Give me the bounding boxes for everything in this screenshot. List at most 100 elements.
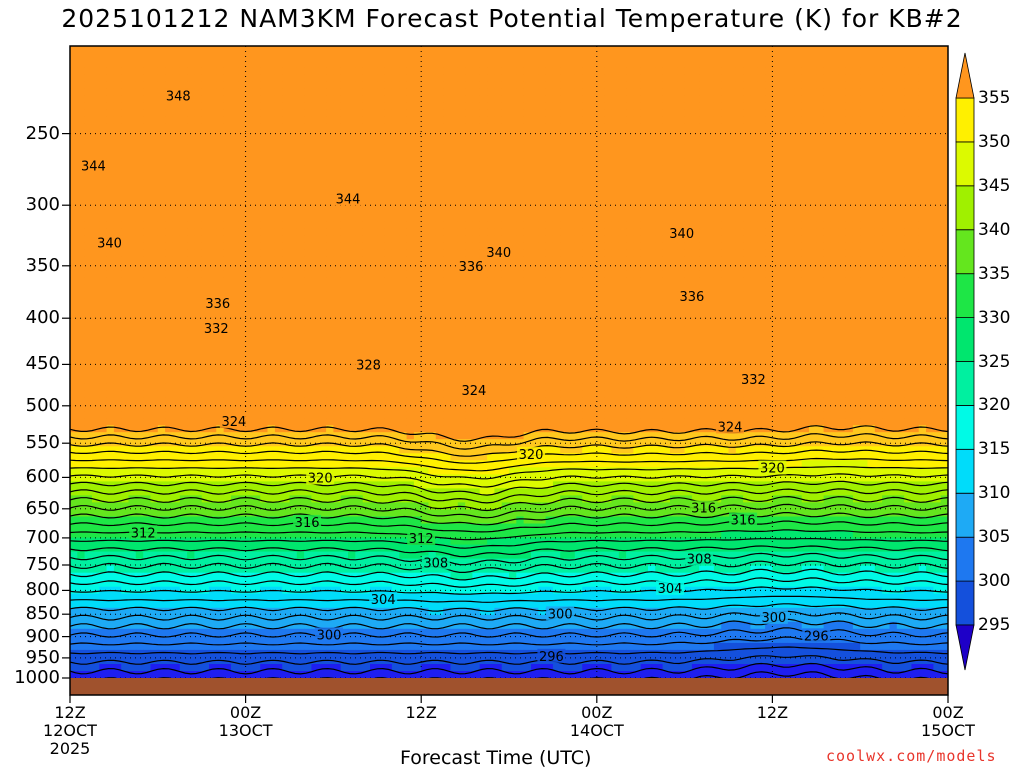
heat-cell (633, 312, 642, 321)
heat-cell (260, 172, 269, 180)
heat-cell (435, 81, 444, 89)
heat-cell (918, 193, 927, 202)
heat-cell (479, 116, 488, 124)
heat-cell (194, 333, 203, 342)
heat-cell (596, 116, 605, 124)
heat-cell (713, 88, 722, 96)
heat-cell (223, 144, 232, 152)
heat-cell (852, 305, 861, 314)
heat-cell (106, 74, 115, 82)
heat-cell (384, 284, 393, 293)
heat-cell (626, 312, 634, 321)
heat-cell (289, 151, 298, 159)
heat-cell (830, 102, 839, 110)
heat-cell (494, 326, 503, 335)
heat-cell (318, 46, 327, 54)
heat-cell (626, 333, 634, 342)
heat-cell (296, 200, 305, 209)
heat-cell (574, 298, 583, 307)
heat-cell (618, 158, 627, 166)
heat-cell (311, 151, 320, 159)
heat-cell (106, 144, 115, 152)
heat-cell (765, 207, 773, 216)
heat-cell (362, 298, 371, 307)
heat-cell (626, 291, 634, 300)
heat-cell (779, 137, 788, 145)
heat-cell (252, 305, 261, 314)
heat-cell (904, 249, 912, 258)
heat-cell (435, 53, 444, 61)
heat-cell (933, 193, 942, 202)
heat-cell (472, 333, 481, 342)
heat-cell (267, 137, 276, 145)
heat-cell (545, 312, 554, 321)
heat-cell (743, 200, 751, 209)
heat-cell (143, 130, 152, 138)
heat-cell (516, 312, 525, 321)
heat-cell (413, 249, 422, 258)
heat-cell (135, 305, 144, 314)
heat-cell (384, 179, 393, 187)
heat-cell (443, 172, 451, 180)
heat-cell (443, 312, 451, 321)
heat-cell (940, 284, 948, 293)
heat-cell (838, 144, 847, 152)
heat-cell (333, 284, 342, 293)
heat-cell (113, 151, 122, 159)
heat-cell (428, 312, 437, 321)
heat-cell (209, 256, 217, 265)
heat-cell (830, 46, 839, 54)
heat-cell (809, 137, 817, 145)
heat-cell (933, 60, 942, 68)
heat-cell (691, 151, 700, 159)
heat-cell (457, 88, 466, 96)
heat-cell (589, 249, 598, 258)
heat-cell (172, 284, 181, 293)
heat-cell (691, 214, 700, 223)
heat-cell (260, 74, 269, 82)
heat-cell (296, 151, 305, 159)
heat-cell (238, 172, 247, 180)
heat-cell (874, 67, 883, 75)
heat-cell (662, 284, 671, 293)
heat-cell (838, 242, 847, 251)
heat-cell (904, 207, 912, 216)
heat-cell (509, 53, 517, 61)
heat-cell (435, 221, 444, 230)
heat-cell (370, 333, 378, 342)
heat-cell (128, 81, 137, 89)
heat-cell (274, 333, 283, 342)
heat-cell (391, 333, 400, 342)
heat-cell (904, 95, 912, 103)
heat-cell (267, 88, 276, 96)
heat-cell (450, 333, 459, 342)
heat-cell (640, 326, 649, 335)
heat-cell (721, 67, 730, 75)
heat-cell (260, 116, 269, 124)
heat-cell (926, 67, 934, 75)
heat-cell (823, 284, 832, 293)
heat-cell (552, 193, 561, 202)
heat-cell (84, 172, 93, 180)
heat-cell (245, 172, 254, 180)
heat-cell (384, 228, 393, 237)
heat-cell (362, 88, 371, 96)
heat-cell (413, 270, 422, 279)
heat-cell (106, 200, 115, 209)
heat-cell (809, 172, 817, 180)
heat-cell (757, 214, 766, 223)
heat-cell (157, 277, 166, 286)
heat-cell (845, 284, 854, 293)
heat-cell (399, 200, 408, 209)
heat-cell (618, 165, 627, 173)
heat-cell (845, 263, 854, 272)
heat-cell (801, 179, 810, 187)
heat-cell (721, 88, 730, 96)
heat-cell (384, 207, 393, 216)
heat-cell (209, 46, 217, 54)
heat-cell (691, 109, 700, 117)
heat-cell (99, 130, 108, 138)
heat-cell (501, 179, 510, 187)
heat-cell (940, 130, 948, 138)
heat-cell (567, 326, 576, 335)
